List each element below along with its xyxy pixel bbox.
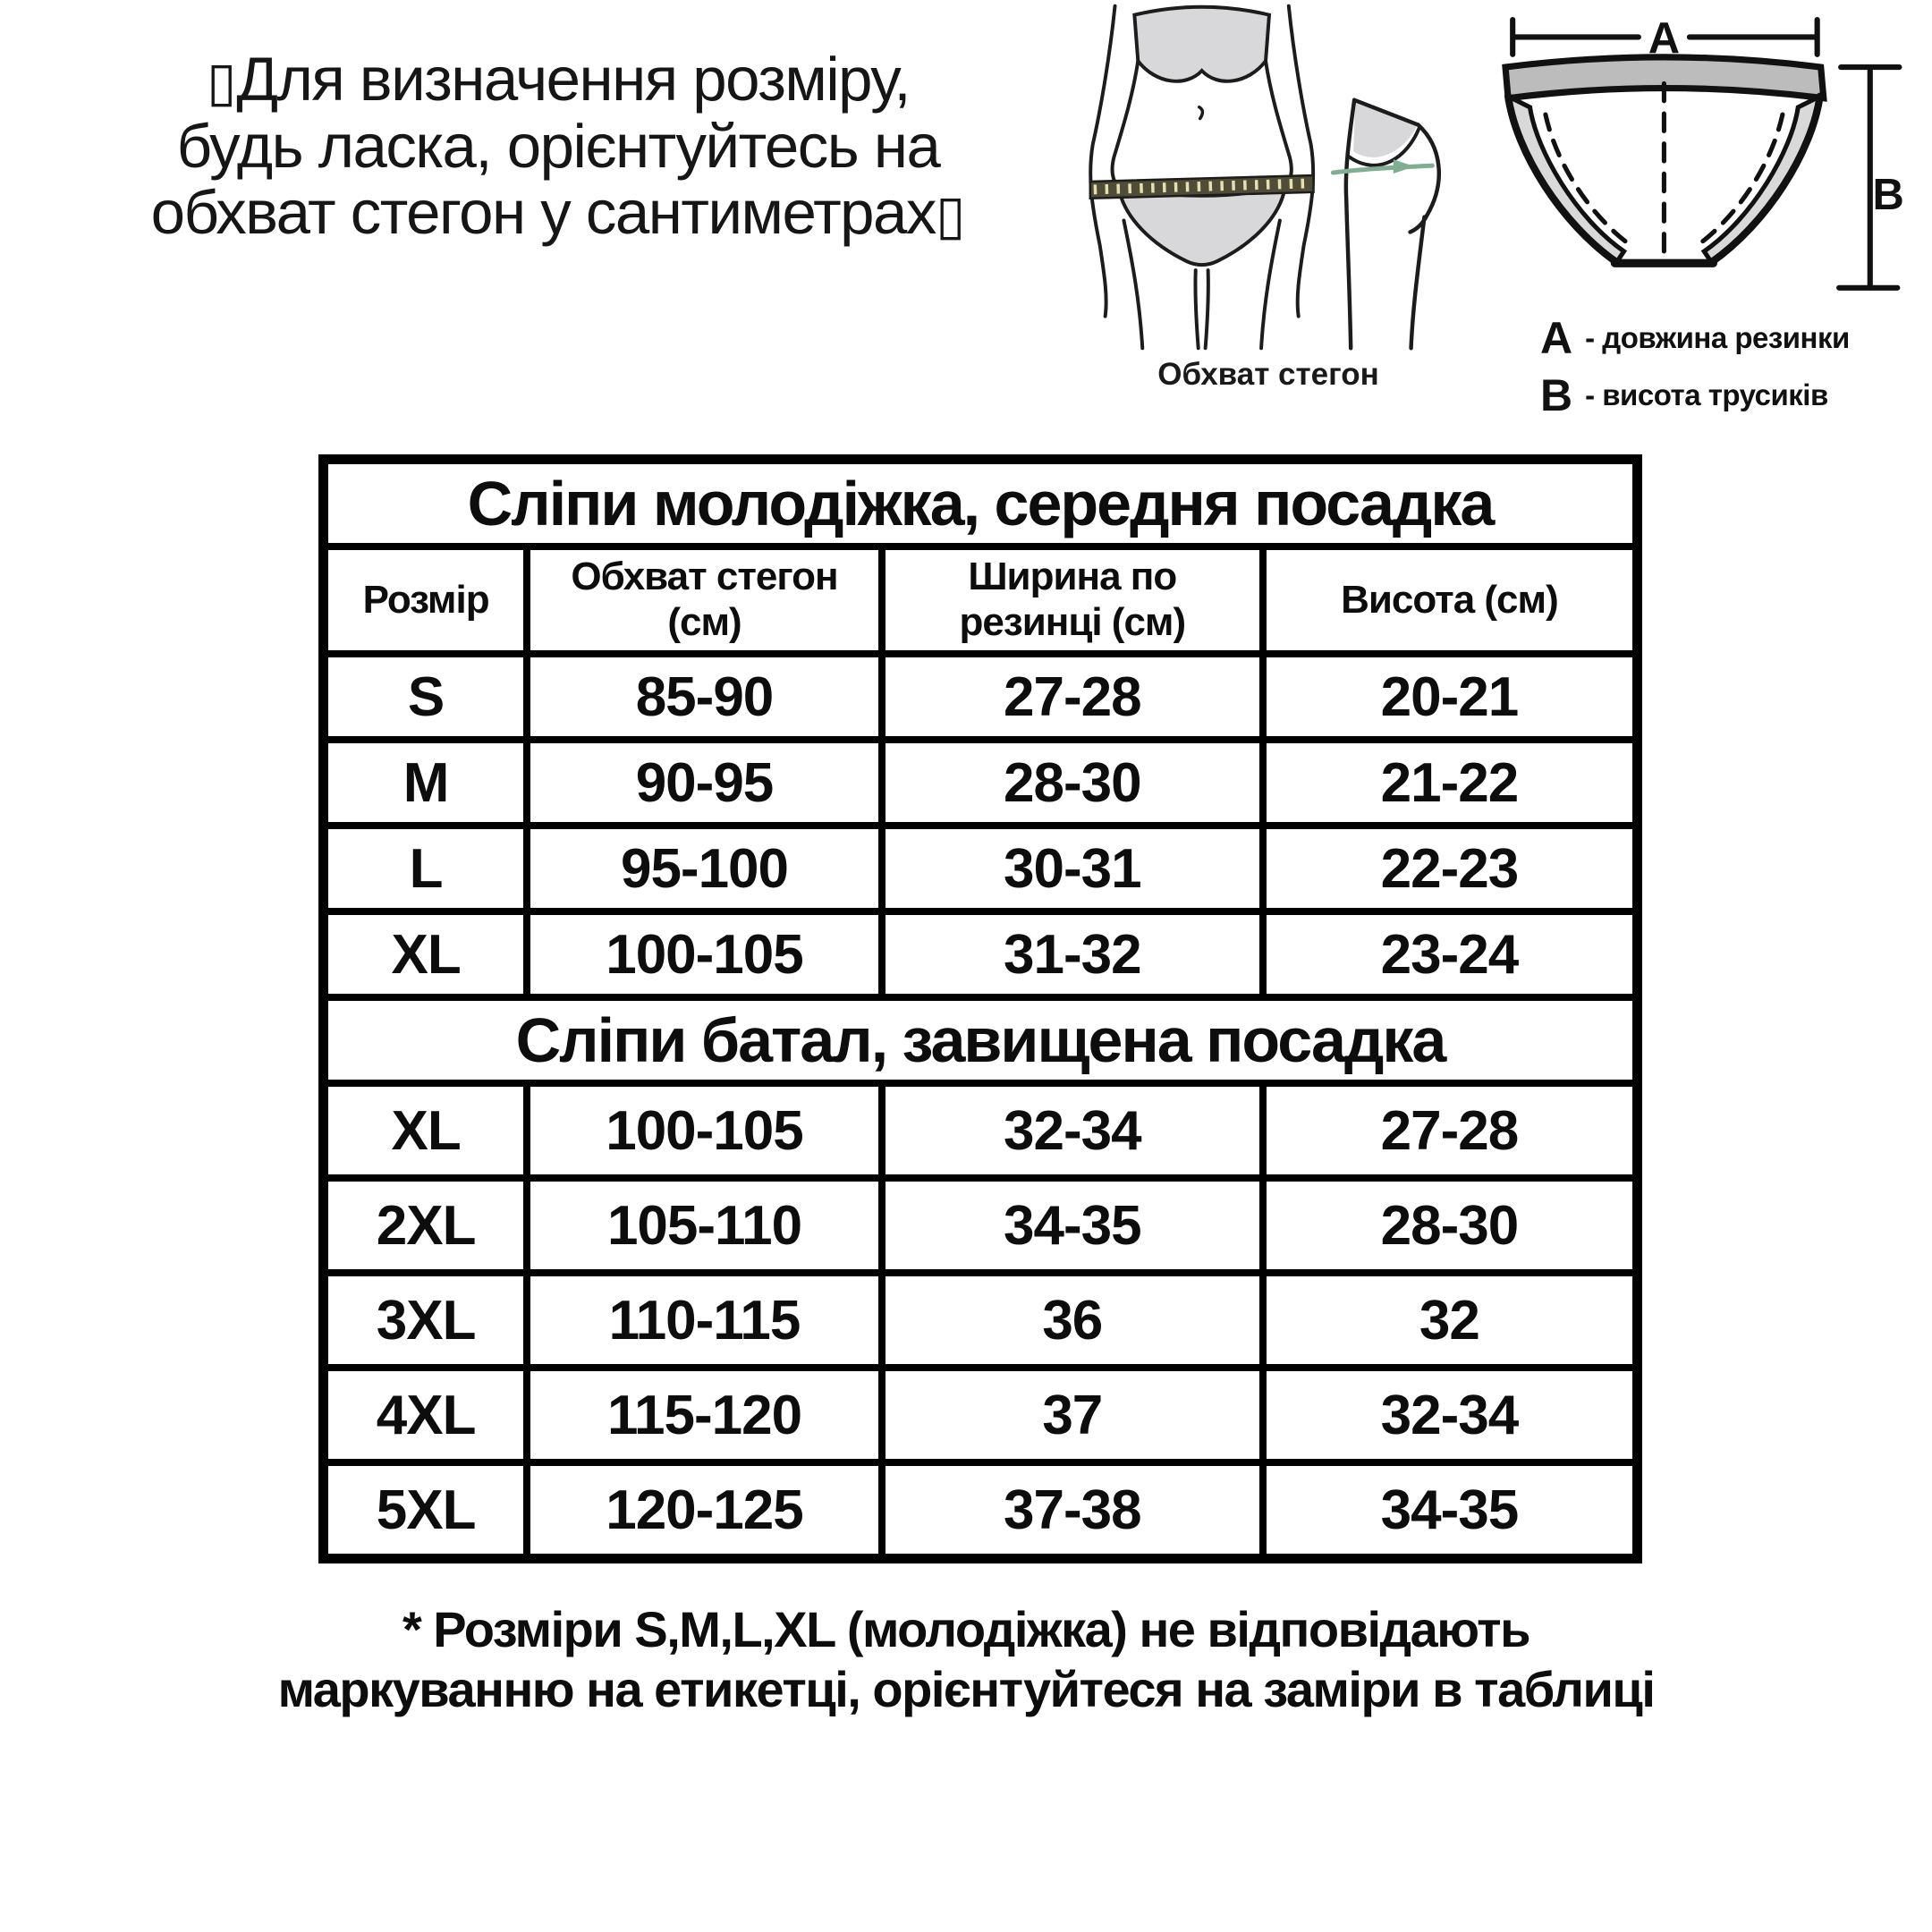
waistband-cell: 30-31: [877, 822, 1267, 915]
height-cell: 32-34: [1258, 1364, 1641, 1466]
dimension-a-line: [1510, 17, 1820, 57]
briefs-drawing: [1502, 54, 1827, 267]
height-cell: 22-23: [1258, 822, 1641, 915]
intro-line-text: будь ласка, орієнтуйтесь на: [176, 111, 941, 181]
table-row: M 90-95 28-30 21-22: [319, 736, 1641, 829]
height-cell: 32: [1258, 1269, 1641, 1371]
hips-cell: 95-100: [523, 822, 886, 915]
waistband-cell: 37: [877, 1364, 1267, 1466]
waistband-cell: 28-30: [877, 736, 1267, 829]
dimension-b-label: B: [1872, 171, 1903, 219]
torso-front-illustration: [1089, 4, 1316, 351]
legend-item: В - висота трусиків: [1540, 373, 1925, 418]
legend-text: - довжина резинки: [1585, 321, 1850, 354]
table-row: 5XL 120-125 37-38 34-35: [319, 1459, 1641, 1563]
waistband-cell: 37-38: [877, 1459, 1267, 1563]
table-row: 3XL 110-115 36 32: [319, 1269, 1641, 1371]
table-row: S 85-90 27-28 20-21: [319, 650, 1641, 743]
dimension-b-line: [1836, 64, 1902, 291]
footnote-line: маркуванню на етикетці, орієнтуйтеся на …: [277, 1661, 1656, 1718]
size-cell: 2XL: [319, 1174, 531, 1276]
table-row: 2XL 105-110 34-35 28-30: [319, 1174, 1641, 1276]
column-header-waistband: Ширина по резинці (см): [877, 543, 1267, 657]
intro-line: ▯Для визначення розміру,: [79, 45, 1038, 114]
section-title-text: Сліпи молодіжка, середня посадка: [319, 455, 1641, 550]
missing-glyph-icon: ▯: [935, 184, 966, 248]
waistband-cell: 32-34: [877, 1080, 1267, 1182]
section-title-text: Сліпи батал, завищена посадка: [319, 994, 1641, 1087]
hips-cell: 100-105: [523, 1080, 886, 1182]
table-row: 4XL 115-120 37 32-34: [319, 1364, 1641, 1466]
size-cell: 3XL: [319, 1269, 531, 1371]
table-section-title: Сліпи батал, завищена посадка: [319, 994, 1641, 1087]
table-header-row: Розмір Обхват стегон (см) Ширина по рези…: [319, 543, 1641, 657]
legend-letter: В: [1540, 370, 1573, 420]
hips-cell: 120-125: [523, 1459, 886, 1563]
height-cell: 27-28: [1258, 1080, 1641, 1182]
hips-cell: 105-110: [523, 1174, 886, 1276]
briefs-diagram: A: [1502, 14, 1904, 291]
footnote-line: * Розміри S,M,L,XL (молодіжка) не відпов…: [402, 1601, 1531, 1657]
size-cell: M: [319, 736, 531, 829]
hips-measure-illustration: [1089, 4, 1441, 351]
waistband-cell: 31-32: [877, 908, 1267, 1001]
intro-text: ▯Для визначення розміру, будь ласка, орі…: [79, 45, 1038, 248]
missing-glyph-icon: ▯: [206, 51, 237, 114]
column-header-height: Висота (см): [1258, 543, 1641, 657]
hips-cell: 90-95: [523, 736, 886, 829]
hips-cell: 85-90: [523, 650, 886, 743]
size-cell: 4XL: [319, 1364, 531, 1466]
size-cell: S: [319, 650, 531, 743]
height-cell: 20-21: [1258, 650, 1641, 743]
table-row: XL 100-105 32-34 27-28: [319, 1080, 1641, 1182]
footnote: * Розміри S,M,L,XL (молодіжка) не відпов…: [0, 1599, 1932, 1719]
table-section-title: Сліпи молодіжка, середня посадка: [319, 455, 1641, 550]
height-cell: 34-35: [1258, 1459, 1641, 1563]
hips-side-illustration: [1330, 97, 1441, 351]
column-header-size: Розмір: [319, 543, 531, 657]
intro-line: обхват стегон у сантиметрах▯: [79, 178, 1038, 248]
size-cell: L: [319, 822, 531, 915]
briefs-legend: А - довжина резинки В - висота трусиків: [1540, 316, 1925, 418]
intro-line: будь ласка, орієнтуйтесь на: [79, 111, 1038, 181]
table-row: XL 100-105 31-32 23-24: [319, 908, 1641, 1001]
legend-letter: А: [1540, 313, 1573, 363]
intro-line-text: обхват стегон у сантиметрах: [150, 178, 937, 248]
legend-text: - висота трусиків: [1585, 378, 1828, 411]
hips-cell: 100-105: [523, 908, 886, 1001]
height-cell: 23-24: [1258, 908, 1641, 1001]
hips-cell: 115-120: [523, 1364, 886, 1466]
legend-item: А - довжина резинки: [1540, 316, 1925, 360]
intro-line-text: Для визначення розміру,: [236, 45, 911, 114]
size-cell: 5XL: [319, 1459, 531, 1563]
height-cell: 28-30: [1258, 1174, 1641, 1276]
size-cell: XL: [319, 1080, 531, 1182]
figure-caption: Обхват стегон: [1157, 357, 1379, 392]
briefs-diagram-figure: A: [1478, 14, 1925, 418]
size-cell: XL: [319, 908, 531, 1001]
waistband-cell: 27-28: [877, 650, 1267, 743]
column-header-hips: Обхват стегон (см): [523, 543, 886, 657]
size-table: Сліпи молодіжка, середня посадка Розмір …: [318, 454, 1642, 1563]
hips-measure-figure: Обхват стегон: [1069, 4, 1468, 393]
waistband-cell: 34-35: [877, 1174, 1267, 1276]
waistband-cell: 36: [877, 1269, 1267, 1371]
height-cell: 21-22: [1258, 736, 1641, 829]
table-row: L 95-100 30-31 22-23: [319, 822, 1641, 915]
hips-cell: 110-115: [523, 1269, 886, 1371]
